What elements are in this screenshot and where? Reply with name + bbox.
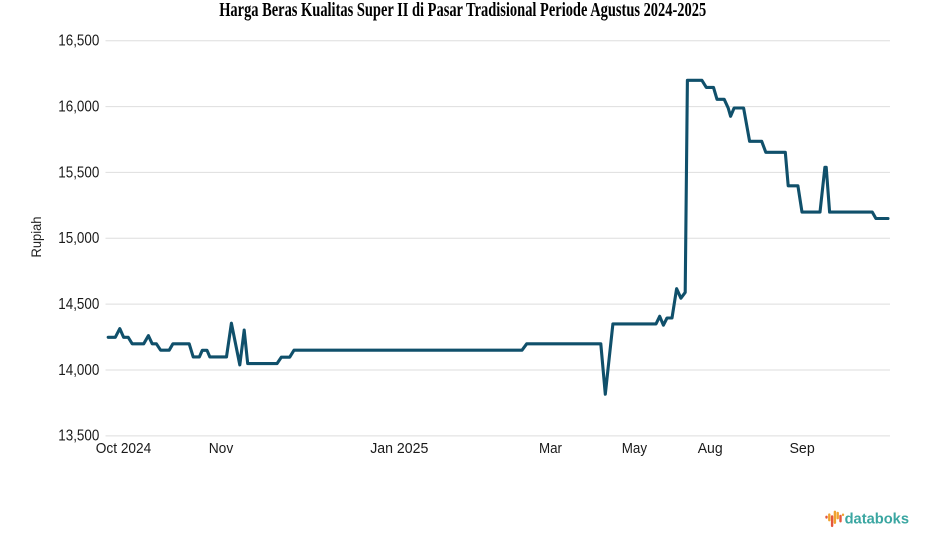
svg-text:Mar: Mar (539, 440, 562, 457)
svg-text:16,500: 16,500 (58, 33, 99, 50)
svg-text:14,000: 14,000 (58, 362, 99, 379)
svg-text:Harga Beras Kualitas Super II: Harga Beras Kualitas Super II di Pasar T… (219, 0, 706, 21)
svg-text:Oct 2024: Oct 2024 (96, 440, 152, 457)
svg-text:databoks: databoks (845, 511, 909, 528)
svg-text:Sep: Sep (789, 440, 814, 457)
svg-text:Nov: Nov (209, 440, 234, 457)
svg-text:15,500: 15,500 (58, 164, 99, 181)
svg-text:Jan 2025: Jan 2025 (370, 440, 428, 457)
svg-text:14,500: 14,500 (58, 296, 99, 313)
svg-text:Rupiah: Rupiah (28, 217, 44, 258)
svg-text:16,000: 16,000 (58, 98, 99, 115)
svg-text:15,000: 15,000 (58, 230, 99, 247)
svg-text:Aug: Aug (698, 440, 723, 457)
svg-text:May: May (622, 440, 648, 457)
svg-text:13,500: 13,500 (58, 428, 99, 445)
